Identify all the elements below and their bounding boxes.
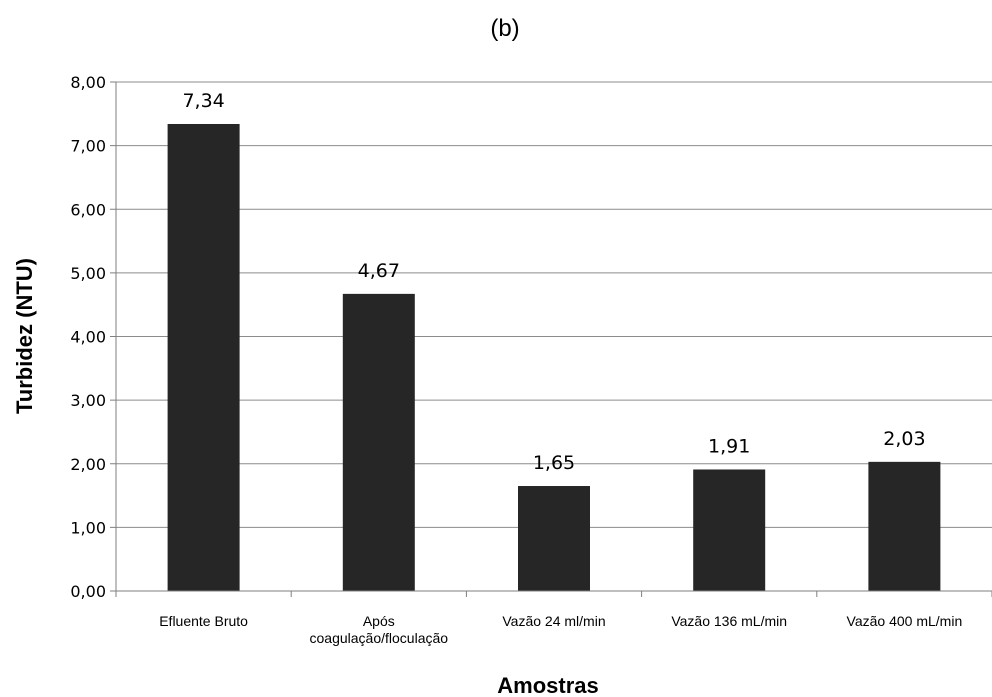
y-tick-label: 6,00	[70, 200, 106, 219]
bar	[342, 293, 415, 591]
x-tick-label: coagulação/floculação	[310, 630, 449, 646]
x-tick-label: Efluente Bruto	[159, 613, 248, 629]
axes	[110, 81, 992, 597]
x-tick-label: Vazão 24 ml/min	[502, 613, 605, 629]
data-label: 1,65	[533, 452, 575, 474]
gridlines	[116, 81, 992, 528]
labels: 0,00 1,00 2,00 3,00 4,00 5,00 6,00 7,00 8,00 7,34…	[70, 73, 962, 646]
bar	[518, 486, 590, 591]
data-label: 7,34	[182, 90, 224, 112]
y-tick-label: 2,00	[70, 455, 106, 474]
data-label: 1,91	[708, 435, 750, 457]
bars	[167, 123, 941, 592]
y-tick-label: 5,00	[70, 264, 106, 283]
y-tick-label: 4,00	[70, 328, 106, 347]
y-axis-title: Turbidez (NTU)	[12, 258, 37, 414]
bar	[693, 469, 766, 591]
y-tick-label: 0,00	[70, 582, 106, 601]
data-label: 4,67	[358, 260, 400, 282]
panel-label: (b)	[490, 15, 519, 42]
x-axis-title: Amostras	[497, 673, 598, 697]
data-label: 2,03	[883, 428, 925, 450]
x-tick-label: Após	[363, 613, 395, 629]
y-tick-label: 3,00	[70, 391, 106, 410]
y-tick-label: 7,00	[70, 137, 106, 156]
y-tick-label: 1,00	[70, 518, 106, 537]
bar	[868, 461, 941, 591]
bar	[167, 123, 240, 592]
y-tick-label: 8,00	[70, 73, 106, 92]
x-tick-label: Vazão 400 mL/min	[847, 613, 963, 629]
x-tick-label: Vazão 136 mL/min	[671, 613, 787, 629]
